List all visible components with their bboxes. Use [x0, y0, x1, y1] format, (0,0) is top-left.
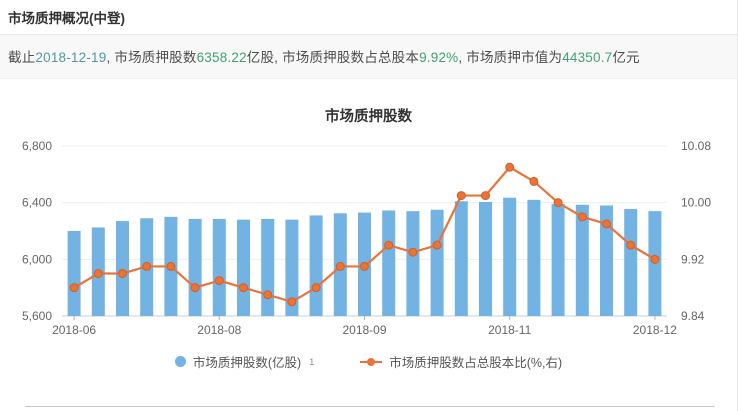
right-axis-tick-label: 10.00	[681, 196, 711, 210]
bar-pledged-shares[interactable]	[188, 218, 202, 316]
x-axis-tick-label: 2018-06	[52, 323, 96, 337]
chart-canvas: 6,800 10.08 6,400 10.00 6,000 9.92 5,600 9.84 20…	[22, 139, 711, 337]
line-point-pledge-ratio[interactable]	[118, 269, 127, 278]
bar-pledged-shares[interactable]	[454, 201, 468, 316]
line-point-pledge-ratio[interactable]	[432, 240, 442, 250]
bar-series-marker-icon	[174, 356, 186, 367]
line-point-pledge-ratio[interactable]	[166, 261, 176, 271]
legend-label-pledge-ratio: 市场质押股数占总股本比(%,右)	[389, 356, 563, 370]
left-axis-tick-label: 5,600	[22, 309, 52, 323]
x-axis-tick-label: 2018-12	[633, 323, 677, 337]
line-point-pledge-ratio[interactable]	[93, 269, 103, 278]
x-axis-tick-label: 2018-08	[197, 323, 241, 337]
line-point-pledge-ratio[interactable]	[384, 240, 394, 250]
bottom-divider	[25, 406, 715, 407]
x-axis-tick-label: 2018-11	[488, 323, 531, 337]
summary-bar: 截止2018-12-19, 市场质押股数6358.22亿股, 市场质押股数占总股…	[0, 35, 737, 79]
bar-pledged-shares[interactable]	[237, 219, 250, 316]
line-point-pledge-ratio[interactable]	[553, 198, 563, 208]
line-point-pledge-ratio[interactable]	[626, 240, 636, 250]
line-point-pledge-ratio[interactable]	[214, 276, 224, 286]
legend-item-pledged-shares[interactable]: 市场质押股数(亿股) 1	[174, 352, 315, 371]
line-point-pledge-ratio[interactable]	[360, 261, 369, 271]
line-point-pledge-ratio[interactable]	[529, 176, 539, 186]
bar-pledged-shares[interactable]	[479, 201, 492, 316]
header: 市场质押概况(中登)	[0, 0, 737, 35]
bar-pledged-shares[interactable]	[503, 197, 517, 316]
bar-pledged-shares[interactable]	[309, 215, 323, 316]
summary-date: 2018-12-19	[35, 50, 107, 65]
bar-pledged-shares[interactable]	[430, 209, 444, 316]
summary-unit2: 亿元	[612, 50, 640, 65]
line-point-pledge-ratio[interactable]	[650, 254, 660, 264]
pledge-chart: 6,800 10.08 6,400 10.00 6,000 9.92 5,600 9.84 20…	[0, 130, 737, 350]
left-axis-tick-label: 6,400	[22, 196, 52, 210]
line-point-pledge-ratio[interactable]	[311, 283, 321, 293]
summary-sep2: , 市场质押市值为	[458, 50, 563, 65]
line-point-pledge-ratio[interactable]	[505, 162, 515, 172]
left-axis-tick-label: 6,000	[22, 252, 52, 266]
bar-pledged-shares[interactable]	[575, 204, 589, 316]
legend-label-pledged-shares: 市场质押股数(亿股)	[192, 356, 302, 370]
bar-pledged-shares[interactable]	[406, 211, 420, 316]
line-point-pledge-ratio[interactable]	[142, 261, 152, 271]
right-axis-tick-label: 9.84	[681, 309, 705, 323]
line-point-pledge-ratio[interactable]	[456, 191, 466, 201]
line-point-pledge-ratio[interactable]	[190, 283, 200, 293]
legend-item-pledge-ratio[interactable]: 市场质押股数占总股本比(%,右)	[360, 352, 562, 371]
summary-market-value: 44350.7	[562, 50, 613, 65]
line-point-pledge-ratio[interactable]	[481, 191, 490, 201]
summary-ratio-value: 9.92%	[419, 50, 459, 65]
bar-pledged-shares[interactable]	[285, 219, 299, 316]
line-point-pledge-ratio[interactable]	[239, 283, 248, 293]
bar-pledged-shares[interactable]	[600, 205, 613, 317]
bar-pledged-shares[interactable]	[116, 221, 129, 316]
summary-sep1: , 市场质押股数	[106, 50, 197, 65]
line-point-pledge-ratio[interactable]	[577, 212, 587, 222]
summary-unit1: 亿股, 市场质押股数占总股本	[246, 50, 420, 65]
line-point-pledge-ratio[interactable]	[408, 247, 418, 257]
right-axis-tick-label: 9.92	[681, 252, 705, 266]
page-title: 市场质押概况(中登)	[8, 11, 125, 26]
bar-pledged-shares[interactable]	[382, 210, 396, 316]
line-point-pledge-ratio[interactable]	[263, 290, 273, 300]
line-point-pledge-ratio[interactable]	[287, 297, 297, 307]
chart-legend: 市场质押股数(亿股) 1 市场质押股数占总股本比(%,右)	[0, 352, 737, 371]
summary-prefix: 截止	[8, 50, 36, 65]
left-axis-tick-label: 6,800	[22, 139, 52, 153]
line-point-pledge-ratio[interactable]	[602, 219, 611, 229]
bar-pledged-shares[interactable]	[67, 231, 81, 316]
line-point-pledge-ratio[interactable]	[335, 261, 345, 271]
bar-pledged-shares[interactable]	[527, 199, 541, 316]
bar-pledged-shares[interactable]	[624, 209, 638, 316]
x-axis-tick-label: 2018-09	[342, 323, 386, 337]
line-point-pledge-ratio[interactable]	[69, 283, 79, 293]
chart-title: 市场质押股数	[325, 109, 412, 125]
summary-shares-value: 6358.22	[196, 50, 247, 65]
bar-pledged-shares[interactable]	[212, 218, 226, 316]
bar-pledged-shares[interactable]	[551, 204, 565, 316]
bar-pledged-shares[interactable]	[261, 218, 275, 316]
right-axis-tick-label: 10.08	[681, 139, 711, 153]
line-series-marker-icon	[360, 357, 383, 366]
legend-footnote-marker: 1	[309, 356, 315, 367]
